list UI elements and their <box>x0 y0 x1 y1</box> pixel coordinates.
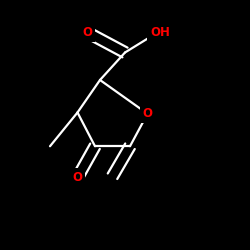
Text: O: O <box>72 171 83 184</box>
Text: O: O <box>142 107 152 120</box>
Text: O: O <box>82 26 92 39</box>
Text: OH: OH <box>150 26 170 39</box>
